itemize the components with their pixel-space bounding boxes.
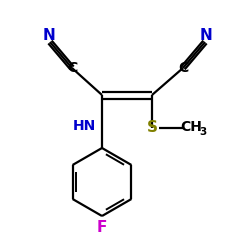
Text: HN: HN: [72, 119, 96, 133]
Text: 3: 3: [200, 127, 206, 137]
Text: N: N: [42, 28, 56, 44]
Text: S: S: [146, 120, 158, 136]
Text: CH: CH: [180, 120, 202, 134]
Text: N: N: [200, 28, 212, 44]
Text: C: C: [178, 61, 188, 75]
Text: C: C: [67, 61, 77, 75]
Text: F: F: [97, 220, 107, 236]
